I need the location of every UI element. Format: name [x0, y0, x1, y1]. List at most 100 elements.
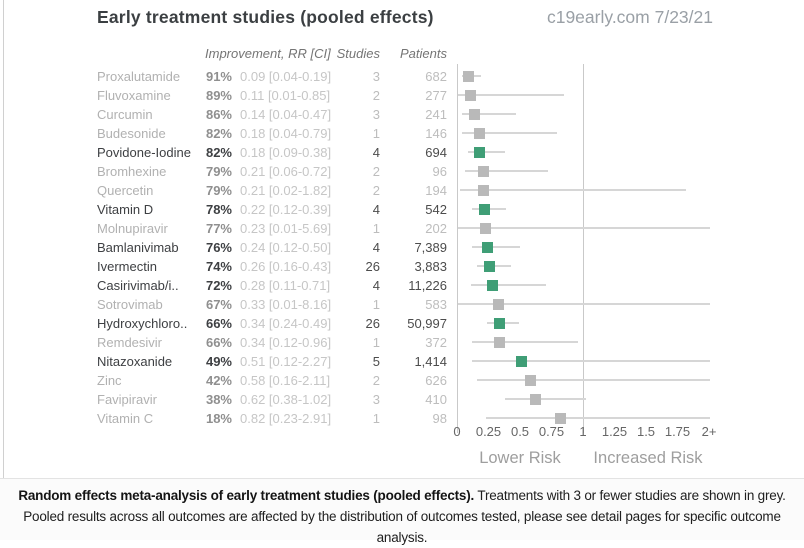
ci-whisker: [462, 113, 517, 115]
rr-ci-value: 0.33 [0.01-8.16]: [240, 296, 332, 312]
improvement-pct: 78%: [205, 201, 232, 217]
treatment-name: Nitazoxanide: [97, 353, 173, 369]
improvement-pct: 76%: [205, 239, 232, 255]
studies-count: 4: [372, 201, 380, 217]
effect-square: [484, 260, 496, 272]
improvement-pct: 42%: [205, 372, 232, 388]
patients-count: 96: [432, 163, 447, 179]
studies-count: 3: [372, 68, 380, 84]
rr-ci-value: 0.24 [0.12-0.50]: [240, 239, 332, 255]
rr-ci-value: 0.28 [0.11-0.71]: [240, 277, 331, 293]
treatment-name: Casirivimab/i..: [97, 277, 179, 293]
effect-square: [515, 355, 527, 367]
ci-whisker: [477, 379, 710, 381]
effect-square: [465, 89, 477, 101]
effect-square: [474, 146, 486, 158]
effect-square: [480, 222, 492, 234]
treatment-row: Zinc 42% 0.58 [0.16-2.11] 2 626: [0, 371, 804, 390]
treatment-row: Quercetin 79% 0.21 [0.02-1.82] 2 194: [0, 181, 804, 200]
effect-square: [486, 279, 498, 291]
effect-square: [554, 412, 566, 424]
ci-whisker: [458, 303, 710, 305]
effect-square: [494, 336, 506, 348]
patients-count: 202: [425, 220, 447, 236]
ci-whisker: [472, 360, 710, 362]
studies-count: 3: [372, 391, 380, 407]
effect-square: [462, 70, 474, 82]
effect-square: [477, 165, 489, 177]
improvement-pct: 74%: [205, 258, 232, 274]
improvement-pct: 18%: [205, 410, 232, 426]
window-left-border: [3, 0, 4, 478]
improvement-pct: 67%: [205, 296, 232, 312]
rr-ci-value: 0.11 [0.01-0.85]: [240, 87, 331, 103]
axis-tick-label: 1.5: [636, 424, 656, 439]
effect-square: [494, 317, 506, 329]
footer-note-rest: Treatments with 3 or fewer studies are s…: [23, 488, 786, 545]
increased-risk-axis-label: Increased Risk: [593, 449, 703, 467]
reference-line-rr-0: [457, 64, 458, 433]
improvement-pct: 86%: [205, 106, 232, 122]
footer-note-bold: Random effects meta-analysis of early tr…: [18, 488, 475, 503]
ci-whisker: [485, 417, 710, 419]
axis-tick-label: 0: [453, 424, 461, 439]
studies-count: 1: [372, 410, 380, 426]
column-header-improvement: Improvement, RR [CI]: [205, 46, 331, 61]
treatment-row: Nitazoxanide 49% 0.51 [0.12-2.27] 5 1,414: [0, 352, 804, 371]
improvement-pct: 66%: [205, 334, 232, 350]
studies-count: 2: [372, 163, 380, 179]
patients-count: 694: [425, 144, 447, 160]
treatment-row: Vitamin C 18% 0.82 [0.23-2.91] 1 98: [0, 409, 804, 428]
ci-whisker: [462, 132, 557, 134]
treatment-row: Ivermectin 74% 0.26 [0.16-0.43] 26 3,883: [0, 257, 804, 276]
treatment-row: Hydroxychloro.. 66% 0.34 [0.24-0.49] 26 50,9…: [0, 314, 804, 333]
patients-count: 3,883: [414, 258, 447, 274]
patients-count: 583: [425, 296, 447, 312]
axis-tick-label: 1.75: [664, 424, 691, 439]
patients-count: 410: [425, 391, 447, 407]
rr-ci-value: 0.23 [0.01-5.69]: [240, 220, 332, 236]
ci-whisker: [459, 189, 687, 191]
ci-whisker: [458, 94, 565, 96]
ci-whisker: [458, 227, 710, 229]
improvement-pct: 82%: [205, 125, 232, 141]
effect-square: [474, 127, 486, 139]
rr-ci-value: 0.18 [0.04-0.79]: [240, 125, 332, 141]
treatment-name: Sotrovimab: [97, 296, 163, 312]
treatment-row: Fluvoxamine 89% 0.11 [0.01-0.85] 2 277: [0, 86, 804, 105]
improvement-pct: 66%: [205, 315, 232, 331]
studies-count: 1: [372, 220, 380, 236]
treatment-name: Budesonide: [97, 125, 166, 141]
treatment-row: Molnupiravir 77% 0.23 [0.01-5.69] 1 202: [0, 219, 804, 238]
treatment-row: Budesonide 82% 0.18 [0.04-0.79] 1 146: [0, 124, 804, 143]
treatment-row: Proxalutamide 91% 0.09 [0.04-0.19] 3 682: [0, 67, 804, 86]
improvement-pct: 91%: [205, 68, 232, 84]
studies-count: 4: [372, 277, 380, 293]
ci-whisker: [464, 170, 548, 172]
studies-count: 1: [372, 296, 380, 312]
patients-count: 277: [425, 87, 447, 103]
treatment-name: Proxalutamide: [97, 68, 181, 84]
treatment-row: Curcumin 86% 0.14 [0.04-0.47] 3 241: [0, 105, 804, 124]
studies-count: 2: [372, 372, 380, 388]
treatment-row: Remdesivir 66% 0.34 [0.12-0.96] 1 372: [0, 333, 804, 352]
axis-tick-label: 0.75: [538, 424, 565, 439]
patients-count: 542: [425, 201, 447, 217]
treatment-row: Favipiravir 38% 0.62 [0.38-1.02] 3 410: [0, 390, 804, 409]
improvement-pct: 82%: [205, 144, 232, 160]
improvement-pct: 77%: [205, 220, 232, 236]
ci-whisker: [504, 398, 586, 400]
patients-count: 194: [425, 182, 447, 198]
rr-ci-value: 0.14 [0.04-0.47]: [240, 106, 332, 122]
column-header-patients: Patients: [400, 46, 447, 61]
treatment-name: Curcumin: [97, 106, 153, 122]
improvement-pct: 49%: [205, 353, 232, 369]
improvement-pct: 38%: [205, 391, 232, 407]
ci-whisker: [472, 246, 520, 248]
effect-square: [524, 374, 536, 386]
improvement-pct: 79%: [205, 163, 232, 179]
effect-square: [493, 298, 505, 310]
rr-ci-value: 0.09 [0.04-0.19]: [240, 68, 332, 84]
rr-ci-value: 0.21 [0.02-1.82]: [240, 182, 332, 198]
